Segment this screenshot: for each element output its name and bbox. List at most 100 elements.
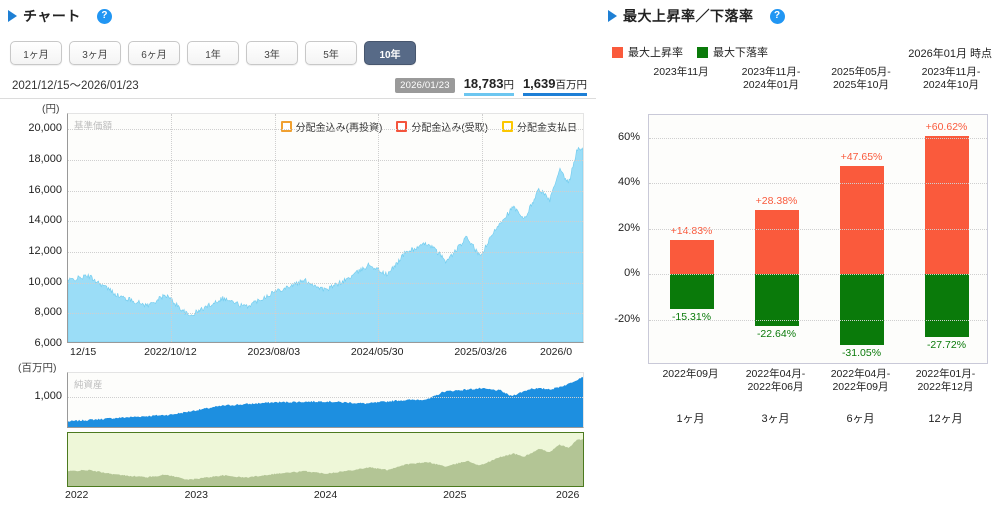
bar-column-2[interactable]: +47.65% -31.05% [839,115,884,363]
price-y-tick-0: 20,000 [28,122,62,135]
max-gain-loss-header: 最大上昇率／下落率 ? [608,6,785,26]
gridline [649,183,987,185]
period-button-3[interactable]: 1年 [187,41,239,65]
checkbox-icon[interactable] [280,121,292,132]
gridline [68,129,583,131]
gridline [68,397,583,398]
netassets-y-tick-0: 1,000 [34,390,62,402]
bar-column-1[interactable]: +28.38% -22.64% [754,115,799,363]
triangle-marker-icon [8,10,17,22]
legend-label: 最大下落率 [713,47,768,59]
readout-price: 18,783円 [463,76,514,96]
navigator-plot-area[interactable] [67,432,584,487]
bar-y-tick-1: 40% [617,176,640,189]
bar-up-label-1: +28.38% [755,194,798,207]
triangle-marker-icon [608,10,617,22]
bar-y-tick-0: 60% [617,130,640,143]
netassets-axis-unit: (百万円) [18,362,57,374]
legend-label: 分配金込み(再投資) [295,123,383,134]
period-line: 2022年04月- [745,368,806,380]
legend-toggle-2[interactable]: 分配金支払日 [502,119,577,134]
price-area-series [68,146,583,342]
price-legend[interactable]: 分配金込み(再投資) 分配金込み(受取) 分配金支払日 [280,119,577,134]
range-readout-row: 2021/12/15〜2026/01/23 2026/01/23 18,783円… [12,76,587,96]
gridline [68,160,583,161]
period-line: 2023年11月 [653,66,709,78]
readout-netassets-unit: 百万円 [555,79,588,91]
up-period-1: 2023年11月- 2024年01月 [726,66,816,92]
bar-y-tick-3: 0% [624,267,640,280]
readout-price-unit: 円 [503,79,514,91]
gridline [649,274,987,276]
period-button-5[interactable]: 5年 [305,41,357,65]
bar-column-0[interactable]: +14.83% -15.31% [669,115,714,363]
price-x-tick-2: 2023/08/03 [247,346,301,358]
period-button-4[interactable]: 3年 [246,41,298,65]
up-period-0: 2023年11月 [636,66,726,92]
legend-toggle-1[interactable]: 分配金込み(受取) [396,119,488,134]
bar-y-tick-2: 20% [617,221,640,234]
period-button-0[interactable]: 1ヶ月 [10,41,62,65]
page-title: チャート [23,8,81,24]
readout-netassets: 1,639百万円 [522,76,588,96]
period-selector[interactable]: 1ヶ月 3ヶ月 6ヶ月 1年 3年 5年 10年 [10,41,416,65]
period-button-6[interactable]: 10年 [364,41,416,65]
price-y-tick-6: 8,000 [34,306,62,319]
date-range-label: 2021/12/15〜2026/01/23 [12,80,139,92]
gridline [68,282,583,284]
legend-swatch-icon [697,46,708,58]
gridline [649,319,987,321]
price-plot-area[interactable]: 基準価額 分配金込み(再投資) 分配金込み(受取) 分配金支払日 [67,113,584,343]
help-icon[interactable]: ? [769,8,785,24]
bar-category-1: 3ヶ月 [761,413,790,425]
bar-category-0: 1ヶ月 [676,413,705,425]
bar-category-3: 12ヶ月 [928,413,963,425]
bar-down-label-0: -15.31% [671,310,712,323]
chart-panel-header: チャート ? [8,6,112,26]
period-button-1[interactable]: 3ヶ月 [69,41,121,65]
price-chart: (円) 20,000 18,000 16,000 14,000 12,000 10,000… [0,101,596,358]
divider [0,98,596,99]
netassets-chart: (百万円) 1,000 純資産 [0,360,596,430]
bar-down-label-3: -27.72% [926,339,967,352]
range-navigator[interactable]: 2022 2023 2024 2025 2026 [0,432,596,509]
bar-up-0 [669,240,714,275]
down-period-2: 2022年04月- 2022年09月 [818,368,903,394]
legend-label: 分配金支払日 [517,123,577,134]
as-of-label: 2026年01月 時点 [908,48,992,60]
down-period-0: 2022年09月 [648,368,733,394]
bar-category-2: 6ヶ月 [846,413,875,425]
bar-down-label-1: -22.64% [756,327,797,340]
price-y-tick-2: 16,000 [28,183,62,196]
period-button-2[interactable]: 6ヶ月 [128,41,180,65]
bar-column-3[interactable]: +60.62% -27.72% [924,115,969,363]
period-line: 2022年04月- [830,368,891,380]
navigator-x-tick-0: 2022 [65,489,89,501]
period-line: 2022年01月- [915,368,976,380]
price-x-tick-4: 2025/03/26 [454,346,507,358]
legend-label: 分配金込み(受取) [411,123,488,134]
help-icon[interactable]: ? [96,8,112,24]
legend-item-1: 最大下落率 [697,44,768,60]
checkbox-icon[interactable] [396,121,408,132]
bar-down-label-2: -31.05% [841,346,882,359]
down-period-1: 2022年04月- 2022年06月 [733,368,818,394]
gridline [649,137,987,139]
checkbox-icon[interactable] [502,121,513,132]
navigator-area-series [68,439,583,486]
price-y-tick-5: 10,000 [28,275,62,288]
netassets-area-series [68,377,583,427]
bar-down-1 [754,274,799,326]
chart-panel: チャート ? 1ヶ月 3ヶ月 6ヶ月 1年 3年 5年 10年 2021/12/15〜202… [0,6,596,509]
netassets-watermark: 純資産 [74,380,103,391]
gridline [274,114,276,342]
price-x-tick-3: 2024/05/30 [350,346,404,358]
value-readout: 2026/01/23 18,783円 1,639百万円 [395,76,587,96]
navigator-x-tick-3: 2025 [443,489,467,501]
legend-toggle-0[interactable]: 分配金込み(再投資) [280,119,383,134]
bar-up-label-3: +60.62% [925,121,968,134]
netassets-plot-area[interactable]: 純資産 [67,372,584,428]
bar-down-0 [669,274,714,309]
price-y-tick-3: 14,000 [28,214,62,227]
